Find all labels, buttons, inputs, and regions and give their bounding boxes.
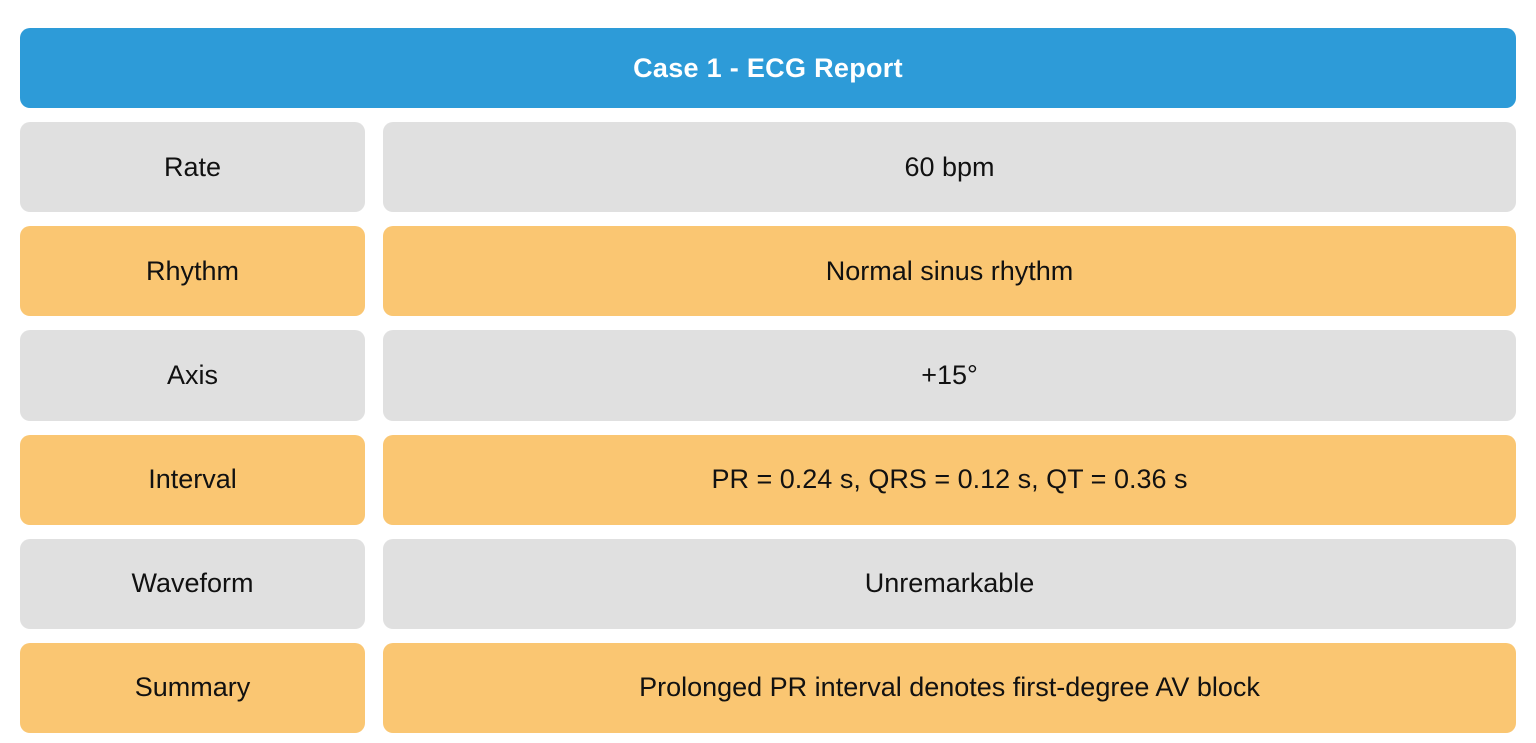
row-value-rate: 60 bpm: [383, 122, 1516, 213]
row-value-waveform: Unremarkable: [383, 538, 1516, 629]
report-row-interval: Interval PR = 0.24 s, QRS = 0.12 s, QT =…: [20, 434, 1516, 525]
row-value-rhythm: Normal sinus rhythm: [383, 226, 1516, 317]
report-row-rate: Rate 60 bpm: [20, 122, 1516, 213]
report-header: Case 1 - ECG Report: [20, 28, 1516, 108]
row-value-summary: Prolonged PR interval denotes first-degr…: [383, 642, 1516, 734]
row-label-summary: Summary: [20, 642, 365, 734]
row-label-waveform: Waveform: [20, 538, 365, 629]
row-label-interval: Interval: [20, 434, 365, 525]
row-label-rhythm: Rhythm: [20, 226, 365, 317]
row-value-axis: +15°: [383, 330, 1516, 421]
report-title: Case 1 - ECG Report: [633, 52, 903, 83]
row-value-interval: PR = 0.24 s, QRS = 0.12 s, QT = 0.36 s: [383, 434, 1516, 525]
row-label-axis: Axis: [20, 330, 365, 421]
report-row-waveform: Waveform Unremarkable: [20, 538, 1516, 629]
report-row-axis: Axis +15°: [20, 330, 1516, 421]
report-row-rhythm: Rhythm Normal sinus rhythm: [20, 226, 1516, 317]
row-label-rate: Rate: [20, 122, 365, 213]
report-row-summary: Summary Prolonged PR interval denotes fi…: [20, 642, 1516, 734]
